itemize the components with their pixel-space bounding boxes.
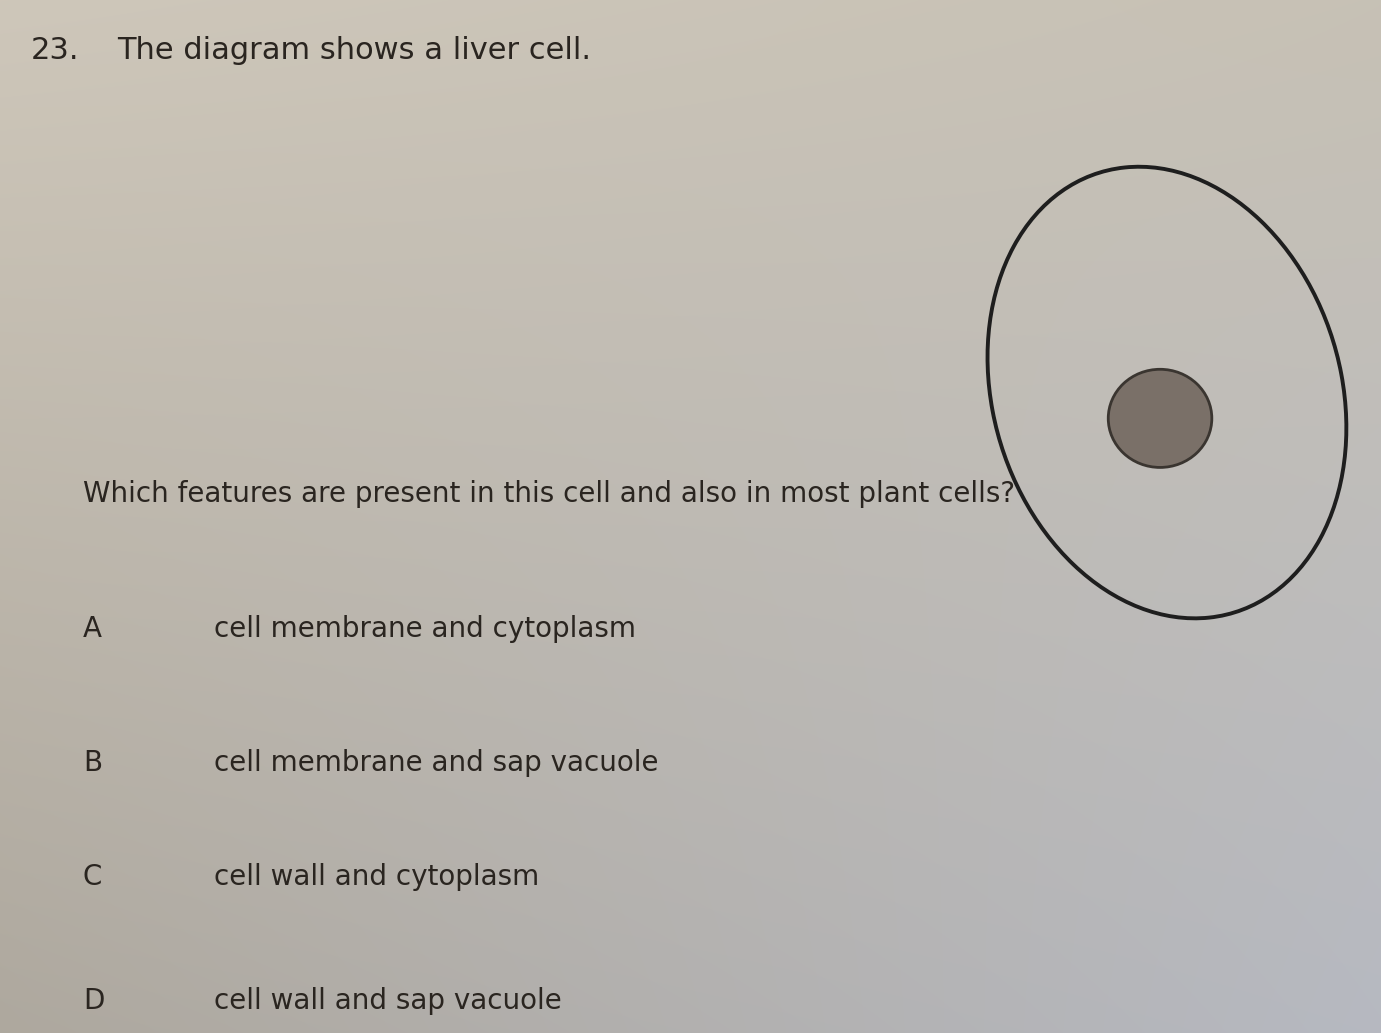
Text: C: C (83, 863, 102, 890)
Text: B: B (83, 749, 102, 777)
Text: cell wall and cytoplasm: cell wall and cytoplasm (214, 863, 540, 890)
Text: The diagram shows a liver cell.: The diagram shows a liver cell. (117, 36, 591, 65)
Text: D: D (83, 987, 104, 1014)
Text: A: A (83, 615, 102, 643)
Text: cell wall and sap vacuole: cell wall and sap vacuole (214, 987, 562, 1014)
Ellipse shape (1108, 370, 1211, 467)
Text: cell membrane and sap vacuole: cell membrane and sap vacuole (214, 749, 659, 777)
Text: 23.: 23. (30, 36, 79, 65)
Text: cell membrane and cytoplasm: cell membrane and cytoplasm (214, 615, 637, 643)
Text: Which features are present in this cell and also in most plant cells?: Which features are present in this cell … (83, 480, 1015, 508)
